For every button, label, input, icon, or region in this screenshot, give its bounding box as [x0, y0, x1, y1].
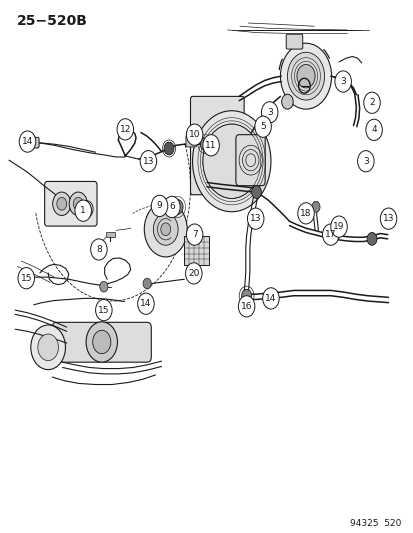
Text: 16: 16: [240, 302, 252, 311]
Circle shape: [100, 281, 108, 292]
Circle shape: [238, 296, 254, 317]
Circle shape: [90, 239, 107, 260]
Circle shape: [93, 330, 111, 354]
Circle shape: [151, 195, 167, 216]
Text: 14: 14: [265, 294, 276, 303]
Text: 3: 3: [266, 108, 272, 117]
Circle shape: [262, 288, 278, 309]
Circle shape: [31, 325, 65, 369]
Circle shape: [38, 334, 58, 361]
Text: 9: 9: [156, 201, 162, 211]
Circle shape: [186, 124, 202, 146]
Circle shape: [365, 119, 382, 141]
Text: 13: 13: [249, 214, 261, 223]
Bar: [184, 236, 209, 265]
Circle shape: [117, 119, 133, 140]
Text: 14: 14: [22, 137, 33, 146]
Circle shape: [57, 197, 66, 210]
Circle shape: [24, 272, 33, 282]
Text: 20: 20: [188, 269, 199, 278]
Text: 11: 11: [205, 141, 216, 150]
Circle shape: [160, 223, 170, 236]
Text: 12: 12: [119, 125, 131, 134]
Text: 13: 13: [382, 214, 393, 223]
Circle shape: [86, 322, 117, 362]
Circle shape: [75, 200, 91, 221]
Text: 15: 15: [21, 273, 32, 282]
Text: 1: 1: [80, 206, 86, 215]
Circle shape: [186, 224, 202, 245]
Circle shape: [192, 111, 270, 212]
Circle shape: [261, 102, 277, 123]
Circle shape: [19, 131, 36, 152]
Text: 94325  520: 94325 520: [349, 519, 400, 528]
Text: 5: 5: [260, 122, 265, 131]
Text: 2: 2: [368, 98, 374, 107]
Text: 10: 10: [188, 130, 200, 139]
Circle shape: [202, 124, 260, 198]
Text: 18: 18: [299, 209, 311, 218]
Circle shape: [200, 138, 210, 151]
Text: 3: 3: [362, 157, 368, 166]
Circle shape: [334, 71, 351, 92]
Circle shape: [296, 64, 314, 88]
Circle shape: [69, 192, 87, 215]
Circle shape: [185, 263, 202, 284]
Circle shape: [280, 43, 331, 109]
Bar: [106, 232, 115, 237]
Text: 17: 17: [324, 230, 336, 239]
Circle shape: [164, 142, 173, 155]
Text: 4: 4: [370, 125, 376, 134]
Circle shape: [281, 94, 292, 109]
FancyBboxPatch shape: [185, 135, 196, 147]
Circle shape: [144, 201, 187, 257]
FancyBboxPatch shape: [325, 226, 339, 239]
Circle shape: [138, 293, 154, 314]
Circle shape: [52, 192, 71, 215]
Circle shape: [247, 208, 263, 229]
Circle shape: [171, 199, 183, 214]
FancyBboxPatch shape: [52, 322, 151, 362]
Circle shape: [157, 197, 166, 208]
Circle shape: [322, 224, 338, 245]
Circle shape: [153, 213, 178, 245]
Text: 3: 3: [339, 77, 345, 86]
Circle shape: [251, 185, 261, 198]
FancyBboxPatch shape: [190, 96, 244, 195]
Text: 14: 14: [140, 299, 151, 308]
Text: 19: 19: [332, 222, 344, 231]
Circle shape: [140, 151, 156, 172]
FancyBboxPatch shape: [45, 181, 97, 226]
Circle shape: [311, 201, 319, 212]
Circle shape: [241, 289, 251, 302]
Text: 15: 15: [98, 305, 109, 314]
FancyBboxPatch shape: [285, 34, 302, 49]
Text: 6: 6: [169, 203, 174, 212]
FancyBboxPatch shape: [24, 138, 39, 148]
Circle shape: [163, 196, 180, 217]
Text: 13: 13: [142, 157, 154, 166]
Circle shape: [287, 52, 324, 100]
Circle shape: [363, 92, 380, 114]
FancyBboxPatch shape: [235, 135, 265, 185]
Text: 8: 8: [96, 245, 102, 254]
Circle shape: [80, 200, 93, 217]
Circle shape: [18, 268, 34, 289]
Circle shape: [366, 232, 376, 245]
Circle shape: [297, 203, 313, 224]
Circle shape: [95, 300, 112, 321]
Text: 25−520B: 25−520B: [17, 14, 88, 28]
Circle shape: [254, 116, 271, 138]
Circle shape: [73, 197, 83, 210]
Circle shape: [202, 135, 219, 156]
Circle shape: [143, 278, 151, 289]
Circle shape: [330, 216, 347, 237]
Text: 7: 7: [191, 230, 197, 239]
Circle shape: [380, 208, 396, 229]
Circle shape: [357, 151, 373, 172]
